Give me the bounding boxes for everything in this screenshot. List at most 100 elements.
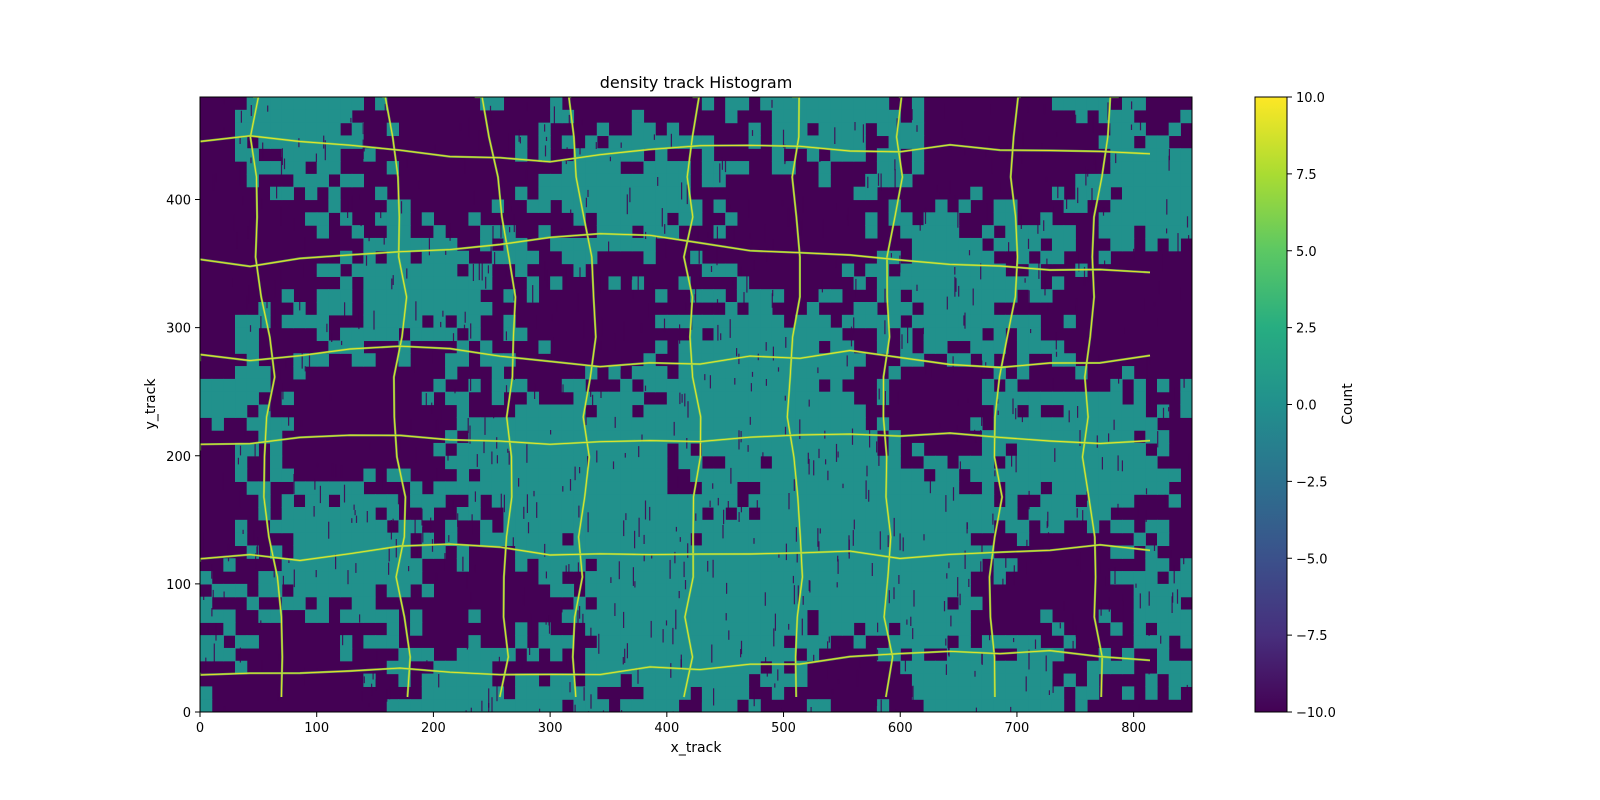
heatmap-cell bbox=[565, 268, 567, 288]
heatmap-cell bbox=[1063, 601, 1065, 611]
heatmap-cell bbox=[900, 571, 913, 585]
heatmap-cell bbox=[1153, 302, 1156, 307]
heatmap-cell bbox=[818, 289, 831, 303]
heatmap-cell bbox=[1086, 97, 1100, 111]
heatmap-cell bbox=[911, 468, 925, 482]
heatmap-cell bbox=[316, 353, 329, 367]
heatmap-cell bbox=[946, 289, 960, 303]
heatmap-cell bbox=[1145, 237, 1158, 252]
heatmap-cell bbox=[894, 159, 896, 171]
heatmap-cell bbox=[818, 109, 831, 124]
heatmap-cell bbox=[764, 224, 766, 243]
heatmap-cell bbox=[713, 596, 726, 611]
heatmap-cell bbox=[1131, 101, 1133, 110]
heatmap-cell bbox=[725, 686, 738, 700]
heatmap-cell bbox=[981, 635, 995, 649]
heatmap-cell bbox=[1157, 431, 1159, 448]
heatmap-cell bbox=[539, 708, 541, 712]
heatmap-cell bbox=[916, 125, 918, 132]
heatmap-cell bbox=[518, 129, 520, 142]
heatmap-cell bbox=[925, 357, 927, 375]
heatmap-cell bbox=[1117, 503, 1119, 516]
heatmap-cell bbox=[1075, 442, 1088, 457]
heatmap-cell bbox=[375, 186, 388, 201]
heatmap-cell bbox=[643, 596, 656, 611]
heatmap-cell bbox=[1047, 511, 1049, 527]
heatmap-cell bbox=[422, 527, 424, 543]
heatmap-cell bbox=[911, 507, 925, 521]
heatmap-cell bbox=[765, 342, 767, 351]
heatmap-cell bbox=[1028, 290, 1030, 310]
heatmap-cell bbox=[620, 647, 633, 662]
heatmap-cell bbox=[675, 609, 677, 630]
heatmap-cell bbox=[963, 315, 965, 326]
heatmap-cell bbox=[771, 97, 785, 111]
heatmap-cell bbox=[748, 289, 761, 303]
heatmap-cell bbox=[1145, 199, 1158, 213]
heatmap-cell bbox=[386, 212, 399, 226]
heatmap-cell bbox=[643, 571, 656, 585]
heatmap-cell bbox=[398, 353, 411, 367]
heatmap-cell bbox=[841, 507, 855, 521]
heatmap-cell bbox=[1117, 455, 1119, 471]
heatmap-cell bbox=[1063, 97, 1076, 111]
heatmap-cell bbox=[852, 530, 854, 546]
heatmap-cell bbox=[203, 592, 205, 600]
heatmap-cell bbox=[545, 618, 547, 625]
heatmap-cell bbox=[491, 417, 505, 431]
heatmap-cell bbox=[1095, 160, 1097, 172]
heatmap-cell bbox=[620, 468, 633, 482]
heatmap-cell bbox=[847, 207, 849, 226]
heatmap-cell bbox=[316, 481, 329, 495]
heatmap-cell bbox=[837, 679, 840, 684]
heatmap-cell bbox=[740, 649, 742, 658]
heatmap-cell bbox=[1098, 455, 1111, 470]
heatmap-cell bbox=[641, 434, 643, 442]
heatmap-cell bbox=[526, 199, 540, 213]
heatmap-cell bbox=[200, 596, 213, 611]
heatmap-cell bbox=[491, 697, 493, 712]
heatmap-cell bbox=[764, 709, 766, 712]
heatmap-cell bbox=[800, 221, 802, 237]
heatmap-cell bbox=[335, 554, 337, 570]
heatmap-cell bbox=[550, 276, 563, 290]
heatmap-cell bbox=[478, 262, 480, 281]
heatmap-cell bbox=[246, 635, 259, 649]
heatmap-cell bbox=[274, 280, 276, 298]
heatmap-cell bbox=[772, 346, 774, 361]
heatmap-cell bbox=[1180, 404, 1192, 418]
x-tick-label: 0 bbox=[196, 721, 204, 736]
heatmap-cell bbox=[725, 635, 738, 649]
heatmap-cell bbox=[1051, 686, 1065, 700]
heatmap-cell bbox=[795, 622, 808, 636]
heatmap-cell bbox=[448, 535, 450, 542]
heatmap-cell bbox=[449, 223, 451, 241]
heatmap-cell bbox=[806, 430, 820, 444]
heatmap-cell bbox=[713, 494, 726, 508]
heatmap-cell bbox=[1119, 263, 1121, 272]
heatmap-cell bbox=[328, 263, 341, 277]
heatmap-cell bbox=[386, 302, 399, 316]
heatmap-cell bbox=[1139, 119, 1142, 131]
heatmap-cell bbox=[806, 596, 820, 611]
heatmap-cell bbox=[946, 507, 960, 521]
heatmap-cell bbox=[841, 481, 855, 495]
heatmap-cell bbox=[1121, 460, 1123, 472]
heatmap-cell bbox=[211, 635, 224, 649]
heatmap-cell bbox=[1016, 340, 1030, 354]
heatmap-cell bbox=[866, 465, 868, 477]
heatmap-cell bbox=[315, 153, 317, 162]
heatmap-cell bbox=[970, 276, 983, 290]
heatmap-cell bbox=[1005, 404, 1018, 418]
heatmap-cell bbox=[614, 603, 616, 616]
heatmap-cell bbox=[783, 532, 796, 547]
heatmap-cell bbox=[900, 353, 913, 367]
heatmap-cell bbox=[643, 647, 656, 662]
heatmap-cell bbox=[898, 575, 900, 584]
heatmap-cell bbox=[834, 127, 836, 144]
heatmap-cell bbox=[656, 236, 658, 247]
heatmap-cell bbox=[748, 635, 761, 649]
heatmap-cell bbox=[631, 455, 645, 470]
heatmap-cell bbox=[351, 609, 364, 623]
heatmap-cell bbox=[620, 237, 633, 252]
